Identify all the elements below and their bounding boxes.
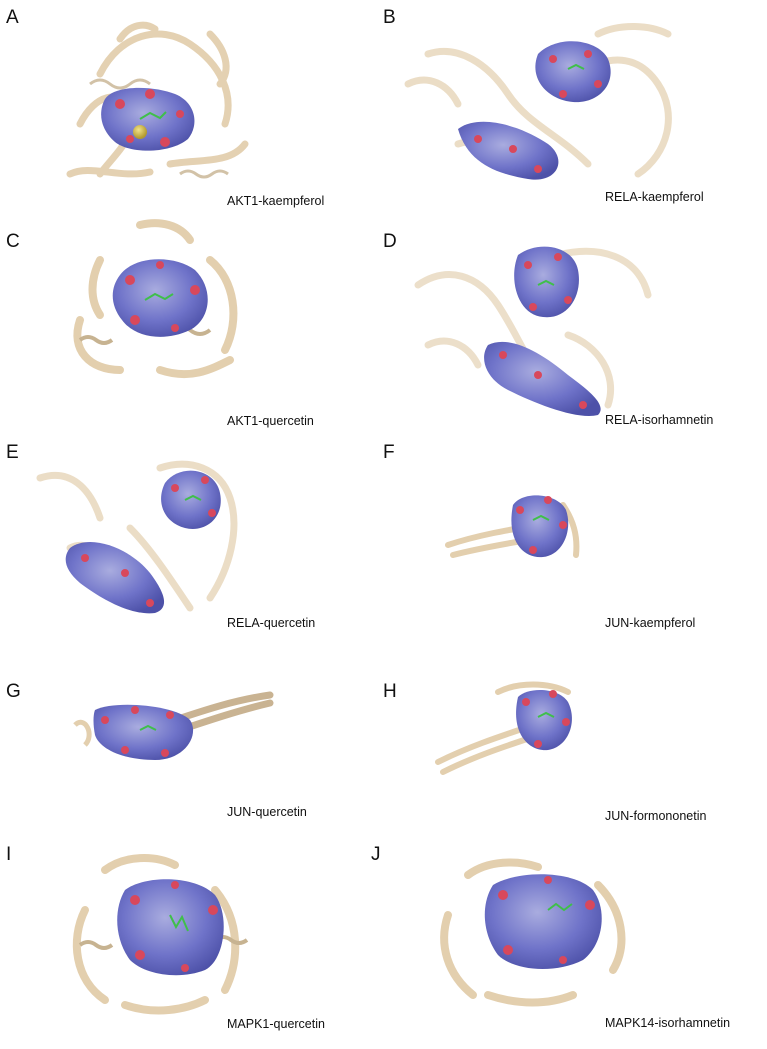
docking-model-image: [435, 681, 588, 777]
panel-a: A AKT1-kaempferol: [0, 0, 383, 209]
docking-model-image: [398, 14, 728, 194]
panel-letter: I: [6, 844, 12, 865]
protein-structure-render: [435, 681, 572, 775]
panel-letter: F: [383, 442, 395, 463]
panel-letter: C: [6, 231, 20, 252]
panel-letter: J: [371, 844, 381, 865]
panel-caption: RELA-isorhamnetin: [605, 413, 714, 427]
docking-model-image: [60, 14, 250, 189]
panel-letter: D: [383, 231, 397, 252]
panel-b: B RELA-kaempferol: [383, 0, 766, 209]
panel-caption: MAPK1-quercetin: [227, 1017, 325, 1031]
panel-d: D RELA-isorhamnetin: [383, 220, 766, 429]
panel-caption: AKT1-quercetin: [227, 414, 314, 428]
protein-structure-render: [440, 858, 626, 1007]
panel-g: G JUN-quercetin: [0, 660, 383, 869]
panel-letter: A: [6, 7, 19, 28]
panel-caption: RELA-kaempferol: [605, 190, 704, 204]
protein-structure-render: [73, 219, 238, 379]
protein-structure-render: [404, 23, 672, 180]
panel-caption: JUN-quercetin: [227, 805, 307, 819]
panel-caption: JUN-formononetin: [605, 809, 707, 823]
panel-letter: H: [383, 681, 397, 702]
panel-letter: E: [6, 442, 19, 463]
docking-model-image: [30, 448, 260, 618]
panel-letter: G: [6, 681, 21, 702]
protein-structure-render: [445, 495, 580, 558]
panel-h: H JUN-formononetin: [383, 660, 766, 869]
panel-caption: MAPK14-isorhamnetin: [605, 1016, 731, 1030]
protein-structure-render: [414, 246, 652, 416]
panel-letter: B: [383, 7, 396, 28]
docking-model-image: [65, 850, 255, 1020]
protein-structure-render: [72, 854, 249, 1015]
panel-caption: RELA-quercetin: [227, 616, 316, 630]
docking-model-image: [73, 685, 275, 765]
docking-model-image: [60, 219, 250, 385]
panel-caption: JUN-kaempferol: [605, 616, 696, 630]
panel-i: I MAPK1-quercetin: [0, 840, 383, 1049]
panel-f: F JUN-kaempferol: [383, 440, 766, 649]
protein-structure-render: [36, 460, 238, 614]
panel-e: E RELA-quercetin: [0, 440, 383, 649]
protein-structure-render: [73, 691, 274, 760]
panel-j: J MAPK14-isorhamnetin: [371, 840, 766, 1049]
docking-model-image: [408, 235, 708, 416]
panel-c: C AKT1-quercetin: [0, 219, 383, 429]
docking-model-image: [438, 855, 638, 1015]
protein-structure-render: [66, 21, 249, 179]
panel-caption: AKT1-kaempferol: [227, 194, 325, 208]
docking-model-image: [445, 485, 588, 570]
